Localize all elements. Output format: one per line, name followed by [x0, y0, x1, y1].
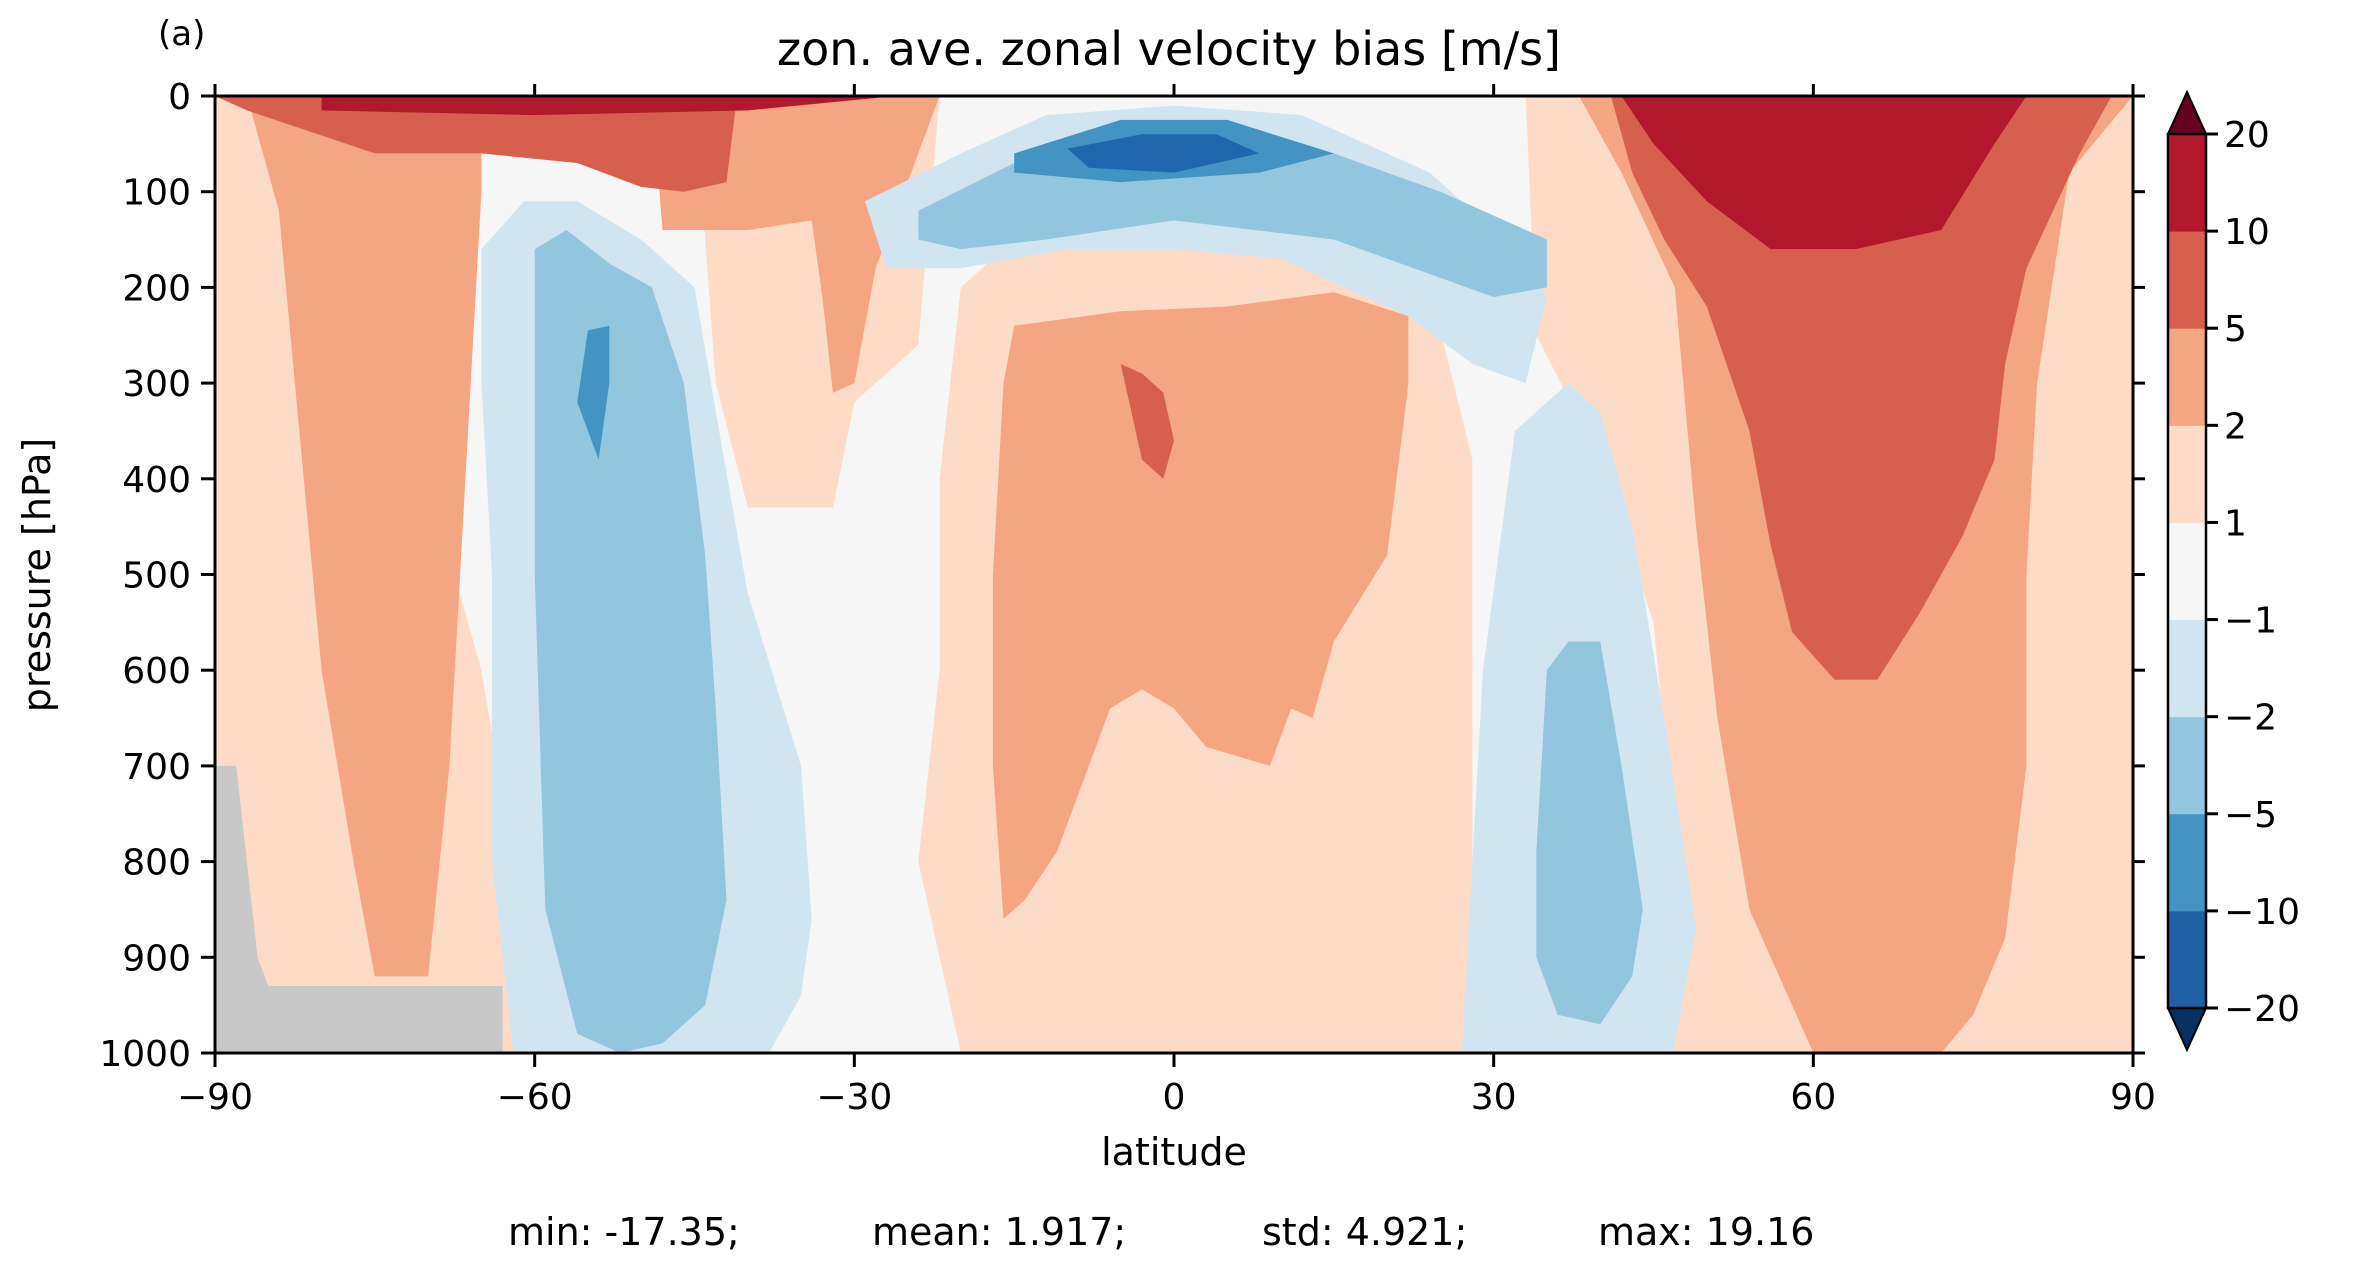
- stats-line: min: -17.35; mean: 1.917; std: 4.921; ma…: [508, 1210, 1814, 1254]
- field-band-10-region-2: [1621, 96, 2027, 250]
- field-band-2-region-3: [992, 292, 1409, 919]
- x-axis-ticks: −90 −60 −30 0 30 60 90: [177, 84, 2156, 1118]
- colorbar-tick-label: 2: [2224, 406, 2247, 447]
- colorbar-segment: [2168, 619, 2206, 718]
- field-band-neg10-region-1: [1067, 134, 1260, 173]
- colorbar-tick-label: −10: [2224, 892, 2300, 933]
- colorbar-tick-label: 5: [2224, 309, 2247, 350]
- colorbar-segment: [2168, 716, 2206, 815]
- x-tick-label: 90: [2110, 1077, 2156, 1118]
- x-tick-label: −90: [177, 1077, 253, 1118]
- colorbar-segment: [2168, 522, 2206, 621]
- y-axis-ticks: 0 100 200 300 400 500 600 700 800 900 1000: [99, 77, 2145, 1075]
- colorbar-segment: [2168, 134, 2206, 232]
- contour-field: [215, 96, 2133, 1053]
- colorbar-segment: [2168, 813, 2206, 912]
- colorbar-segment: [2168, 425, 2206, 523]
- masked-region: [215, 765, 503, 1053]
- colorbar-segment: [2168, 910, 2206, 1009]
- colorbar-tick-label: 10: [2224, 212, 2270, 253]
- panel-label: (a): [158, 14, 205, 54]
- x-axis-label: latitude: [1101, 1130, 1247, 1174]
- x-tick-label: 60: [1790, 1077, 1836, 1118]
- y-tick-label: 700: [122, 747, 191, 788]
- colorbar-tick-label: −20: [2224, 989, 2300, 1030]
- colorbar-tick-label: −5: [2224, 795, 2277, 836]
- chart-title: zon. ave. zonal velocity bias [m/s]: [777, 22, 1561, 76]
- field-band-5-region-1: [215, 96, 738, 192]
- x-tick-label: 30: [1471, 1077, 1517, 1118]
- field-band-neg2-region-3: [1536, 641, 1643, 1025]
- y-tick-label: 1000: [99, 1034, 191, 1075]
- field-band-neg5-region-1: [577, 325, 610, 460]
- y-tick-label: 500: [122, 556, 191, 597]
- x-tick-label: −30: [816, 1077, 892, 1118]
- colorbar-tick-label: 1: [2224, 503, 2247, 544]
- stat-std: std: 4.921;: [1262, 1210, 1467, 1254]
- y-tick-label: 400: [122, 460, 191, 501]
- field-band-2-region-2: [247, 96, 482, 977]
- field-band-neg2-region-1: [534, 230, 727, 1053]
- colorbar-segment: [2168, 328, 2206, 426]
- colorbar-tick-label: −2: [2224, 698, 2277, 739]
- field-band-5-region-3: [1610, 96, 2112, 680]
- field-band-10-region-1: [321, 96, 898, 116]
- x-tick-label: −60: [497, 1077, 573, 1118]
- y-tick-label: 900: [122, 938, 191, 979]
- y-tick-label: 300: [122, 364, 191, 405]
- plot-area: −90 −60 −30 0 30 60 90 0 100 200 300 400 500 600 700 8…: [99, 77, 2156, 1118]
- colorbar-frame: [2166, 132, 2208, 1010]
- colorbar: −20 −10 −5 −2 −1 1 2 5 10 20: [2166, 89, 2300, 1053]
- colorbar-tick-label: 20: [2224, 115, 2270, 156]
- field-band-2-region-1: [215, 96, 940, 393]
- y-axis-label: pressure [hPa]: [15, 438, 59, 712]
- y-tick-label: 600: [122, 651, 191, 692]
- y-tick-label: 0: [168, 77, 191, 118]
- y-tick-label: 800: [122, 843, 191, 884]
- y-tick-label: 100: [122, 173, 191, 214]
- y-tick-label: 200: [122, 268, 191, 309]
- stat-min: min: -17.35;: [508, 1210, 740, 1254]
- field-band-5-region-2: [1120, 364, 1174, 479]
- x-tick-label: 0: [1163, 1077, 1186, 1118]
- colorbar-tick-label: −1: [2224, 601, 2277, 642]
- stat-max: max: 19.16: [1598, 1210, 1814, 1254]
- masked-topography: [215, 765, 503, 1053]
- stat-mean: mean: 1.917;: [872, 1210, 1126, 1254]
- colorbar-segment: [2168, 231, 2206, 329]
